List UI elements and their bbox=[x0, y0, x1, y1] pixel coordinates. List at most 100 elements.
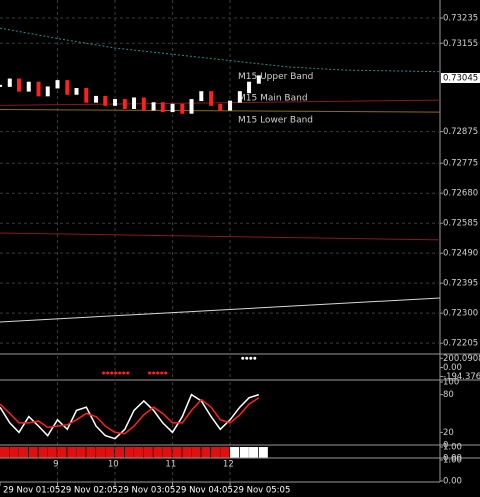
dot bbox=[106, 371, 110, 375]
dot bbox=[253, 356, 257, 360]
y-tick-label: 0.72680 bbox=[443, 189, 478, 199]
y-tick-label: 0.72875 bbox=[443, 127, 478, 137]
price-bar bbox=[36, 81, 41, 97]
price-bar bbox=[180, 103, 185, 114]
y-tick-label: 0.00 bbox=[443, 477, 462, 487]
y-tick-label: 200.0908 bbox=[443, 354, 480, 364]
dot bbox=[110, 371, 114, 375]
price-bar bbox=[199, 91, 204, 102]
price-bar bbox=[209, 91, 214, 106]
price-bar bbox=[218, 103, 223, 111]
bar bbox=[258, 447, 268, 458]
series-label: M15 Upper Band bbox=[238, 72, 313, 82]
bar bbox=[0, 447, 10, 458]
y-tick-label: 0.72775 bbox=[443, 159, 478, 169]
bar bbox=[105, 447, 115, 458]
dot bbox=[148, 371, 152, 375]
y-tick-label: 0.72205 bbox=[443, 339, 478, 349]
bar bbox=[220, 447, 230, 458]
bar bbox=[211, 447, 221, 458]
bar bbox=[86, 447, 96, 458]
bar bbox=[134, 447, 144, 458]
y-tick-label: 0.72395 bbox=[443, 279, 478, 289]
hour-label: 9 bbox=[53, 460, 58, 470]
price-bar bbox=[84, 88, 89, 103]
y-tick-label: 20 bbox=[443, 428, 454, 438]
price-bar bbox=[26, 81, 31, 92]
dot bbox=[118, 371, 122, 375]
y-tick-label: 0.72300 bbox=[443, 309, 478, 319]
last-price-label: 0.73045 bbox=[443, 73, 478, 83]
hour-label: 11 bbox=[165, 460, 176, 470]
series-line bbox=[0, 297, 441, 323]
last-price-box bbox=[441, 72, 480, 83]
price-bar bbox=[65, 80, 70, 95]
bar bbox=[249, 447, 259, 458]
bar bbox=[172, 447, 182, 458]
bar bbox=[96, 447, 106, 458]
y-tick-label: 0.73155 bbox=[443, 39, 478, 49]
price-bar bbox=[189, 99, 194, 114]
bar bbox=[191, 447, 201, 458]
y-tick-label: 80 bbox=[443, 390, 454, 400]
price-bar bbox=[7, 78, 12, 87]
price-bar bbox=[74, 88, 79, 95]
price-bar bbox=[237, 91, 242, 103]
price-bar bbox=[55, 80, 60, 89]
x-tick-label: 29 Nov 01:05 bbox=[3, 486, 60, 496]
y-tick-label: -194.3762 bbox=[443, 372, 480, 382]
x-tick-label: 29 Nov 03:05 bbox=[118, 486, 175, 496]
x-tick-label: 29 Nov 02:05 bbox=[61, 486, 118, 496]
bar bbox=[201, 447, 211, 458]
bar bbox=[67, 447, 77, 458]
series-line bbox=[0, 397, 260, 435]
hour-label: 12 bbox=[223, 460, 234, 470]
price-bar bbox=[16, 78, 21, 92]
price-bar bbox=[45, 86, 50, 97]
bar bbox=[143, 447, 153, 458]
price-bar bbox=[94, 95, 99, 103]
dot bbox=[156, 371, 160, 375]
y-tick-label: 0.00 bbox=[443, 363, 462, 373]
y-tick-label: 0.73235 bbox=[443, 13, 478, 23]
dot bbox=[122, 371, 126, 375]
bar bbox=[115, 447, 125, 458]
bar bbox=[47, 447, 57, 458]
series-line bbox=[0, 109, 441, 113]
price-bar bbox=[122, 99, 127, 109]
dot bbox=[152, 371, 156, 375]
series-line bbox=[0, 393, 260, 440]
dot bbox=[164, 371, 168, 375]
price-bar bbox=[141, 97, 146, 111]
dot bbox=[249, 356, 253, 360]
series-line bbox=[0, 99, 441, 106]
price-bar bbox=[113, 99, 118, 106]
dot bbox=[126, 371, 130, 375]
bar bbox=[153, 447, 163, 458]
hour-label: 10 bbox=[108, 460, 119, 470]
price-bar bbox=[160, 102, 165, 113]
price-bar bbox=[247, 81, 252, 94]
price-bar bbox=[0, 84, 2, 87]
bar bbox=[230, 447, 240, 458]
y-tick-label: 100 bbox=[443, 378, 459, 388]
bar bbox=[57, 447, 67, 458]
series-label: M15 Main Band bbox=[238, 94, 308, 104]
bar bbox=[76, 447, 86, 458]
series-line bbox=[0, 232, 441, 241]
x-tick-label: 29 Nov 04:05 bbox=[176, 486, 233, 496]
x-tick-label: 29 Nov 05:05 bbox=[233, 486, 290, 496]
dot bbox=[160, 371, 164, 375]
price-bar bbox=[103, 95, 108, 106]
y-tick-label: 1.00 bbox=[443, 443, 462, 453]
price-bar bbox=[151, 102, 156, 111]
series-line bbox=[0, 27, 441, 73]
dot bbox=[114, 371, 118, 375]
dot bbox=[102, 371, 106, 375]
price-bar bbox=[256, 75, 261, 84]
bar bbox=[239, 447, 249, 458]
dot bbox=[241, 356, 245, 360]
price-bar bbox=[228, 100, 233, 111]
